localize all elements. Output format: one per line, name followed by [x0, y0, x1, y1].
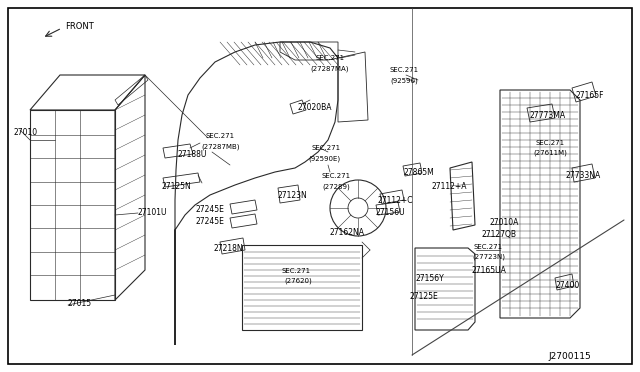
- Text: 27733NA: 27733NA: [566, 171, 601, 180]
- Text: SEC.271: SEC.271: [206, 133, 235, 139]
- Text: SEC.271: SEC.271: [315, 55, 344, 61]
- Text: (27611M): (27611M): [533, 150, 567, 157]
- Text: FRONT: FRONT: [65, 22, 93, 31]
- Text: 27400: 27400: [556, 281, 580, 290]
- Text: 27127QB: 27127QB: [481, 230, 516, 239]
- Text: 27112+A: 27112+A: [432, 182, 467, 191]
- Text: 27865M: 27865M: [403, 168, 434, 177]
- Text: 27156U: 27156U: [376, 208, 406, 217]
- Text: SEC.271: SEC.271: [390, 67, 419, 73]
- Text: 27773MA: 27773MA: [530, 111, 566, 120]
- Text: 27125E: 27125E: [410, 292, 439, 301]
- Text: SEC.271: SEC.271: [282, 268, 311, 274]
- Text: 27165F: 27165F: [575, 91, 604, 100]
- Text: 27188U: 27188U: [178, 150, 207, 159]
- Text: 27245E: 27245E: [195, 205, 224, 214]
- Text: 27245E: 27245E: [195, 217, 224, 226]
- Text: (27723N): (27723N): [472, 254, 505, 260]
- Text: 27156Y: 27156Y: [416, 274, 445, 283]
- Bar: [242, 245, 362, 330]
- Text: J2700115: J2700115: [548, 352, 591, 361]
- Text: 27010: 27010: [14, 128, 38, 137]
- Text: 27125N: 27125N: [162, 182, 192, 191]
- Text: 27015: 27015: [68, 299, 92, 308]
- Text: 27101U: 27101U: [138, 208, 168, 217]
- Text: (27287MA): (27287MA): [310, 65, 349, 71]
- Text: (92590E): (92590E): [308, 155, 340, 161]
- Text: 27112+C: 27112+C: [378, 196, 413, 205]
- Text: 27165UA: 27165UA: [471, 266, 506, 275]
- Text: SEC.271: SEC.271: [312, 145, 341, 151]
- Text: 27218N: 27218N: [213, 244, 243, 253]
- Text: 27123N: 27123N: [278, 191, 308, 200]
- Text: (27620): (27620): [284, 278, 312, 285]
- Text: SEC.271: SEC.271: [322, 173, 351, 179]
- Text: (27289): (27289): [322, 183, 349, 189]
- Text: (27287MB): (27287MB): [201, 143, 239, 150]
- Text: (92590): (92590): [390, 77, 418, 83]
- Text: SEC.271: SEC.271: [535, 140, 564, 146]
- Text: 27162NA: 27162NA: [330, 228, 365, 237]
- Text: 27020BA: 27020BA: [298, 103, 333, 112]
- Text: 27010A: 27010A: [490, 218, 520, 227]
- Text: SEC.271: SEC.271: [474, 244, 503, 250]
